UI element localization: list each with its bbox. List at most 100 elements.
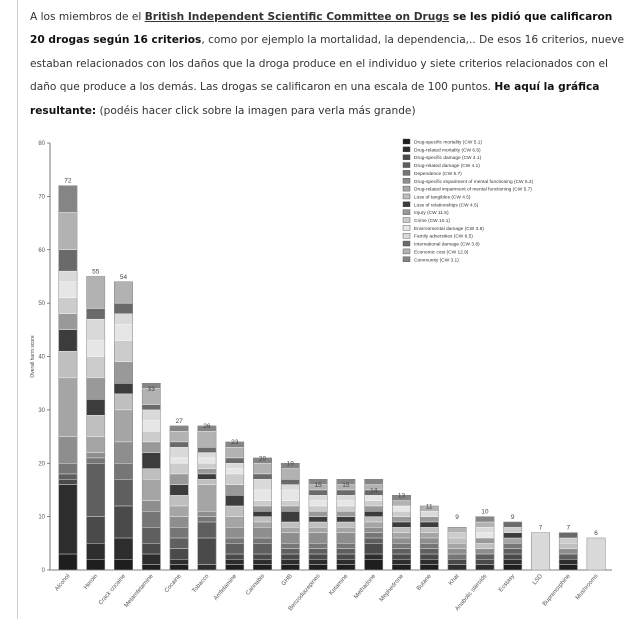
bar-segment <box>197 484 217 512</box>
bar-segment <box>364 511 384 517</box>
bar-total-label: 27 <box>175 418 183 425</box>
legend-swatch <box>402 256 411 262</box>
bar-segment <box>364 521 384 528</box>
bar-segment <box>58 377 78 437</box>
bar-segment <box>419 527 439 533</box>
legend-label: Injury (CW 11.5) <box>414 210 449 216</box>
bar-segment <box>253 564 272 571</box>
bar-segment <box>253 521 272 528</box>
legend-swatch <box>402 185 411 192</box>
bar-segment <box>114 463 133 480</box>
x-tick-label: Benzodiazepines <box>288 573 322 612</box>
bar-segment <box>197 521 217 539</box>
bar-segment <box>253 479 272 491</box>
bar-segment <box>141 553 161 565</box>
bar-segment <box>503 548 523 555</box>
bar-segment <box>447 564 467 571</box>
bar-segment <box>253 543 272 555</box>
bar-segment <box>447 532 467 539</box>
bar-segment <box>114 281 133 304</box>
bar-segment <box>280 479 300 485</box>
bar-segment <box>169 457 189 464</box>
bar-segment <box>197 537 217 565</box>
bar-total-label: 33 <box>148 386 156 393</box>
bar-segment <box>308 532 328 544</box>
bar-outline <box>169 425 189 571</box>
bar-outline <box>58 185 78 571</box>
y-tick-label: 40 <box>38 355 45 361</box>
bar-segment <box>392 548 411 555</box>
legend-label: Drug-specific damage (CW 4.1) <box>414 155 482 161</box>
bar-segment <box>280 505 300 512</box>
bar-segment <box>169 505 189 517</box>
bar-segment <box>169 463 189 475</box>
bar-segment <box>114 340 133 363</box>
bar-segment <box>169 431 189 443</box>
legend-label: Loss of relationships (CW 4.5) <box>414 202 479 208</box>
bar-total-label: 7 <box>566 525 570 532</box>
x-tick-label: Alcohol <box>54 573 71 592</box>
bar-segment <box>114 302 133 314</box>
bar-segment <box>197 473 217 480</box>
bar-segment <box>419 543 439 549</box>
bar-segment <box>503 521 523 528</box>
bar-total-label: 15 <box>314 482 322 489</box>
bar-segment <box>197 511 217 517</box>
bar-segment <box>364 559 384 571</box>
x-tick-label: LSD <box>532 573 545 586</box>
bar-segment <box>280 500 300 507</box>
bar-segment <box>225 473 245 485</box>
bar-segment <box>86 318 106 341</box>
bar-segment <box>558 537 578 544</box>
bar-segment <box>419 511 439 517</box>
bar-segment <box>58 436 78 464</box>
intro-text-5: He aquí la gráfica resultante: <box>30 81 600 117</box>
bar-total-label: 72 <box>64 178 72 185</box>
bar-segment <box>503 537 523 544</box>
bar-segment <box>253 463 272 475</box>
bar-segment <box>58 484 78 555</box>
bar-outline <box>308 479 328 571</box>
legend-label: Economic cost (CW 12.9) <box>414 249 469 255</box>
x-tick-label: Buprenorphine <box>542 573 572 608</box>
legend-label: Drug-related mortality (CW 6.6) <box>414 147 481 153</box>
bar-segment <box>197 479 217 485</box>
bar-segment <box>253 553 272 560</box>
legend-label: International damage (CW 3.8) <box>414 242 480 248</box>
bar-segment <box>336 511 356 517</box>
bar-segment <box>280 559 300 565</box>
bar-segment <box>419 521 439 528</box>
bar-segment <box>58 297 78 314</box>
bar-segment <box>280 521 300 528</box>
legend-swatch <box>402 138 411 145</box>
bar-segment <box>392 500 411 507</box>
bar-segment <box>392 564 411 571</box>
bar-segment <box>447 559 467 565</box>
bar-outline <box>419 505 439 571</box>
bar-segment <box>58 270 78 282</box>
x-tick-label: Anabolic steroids <box>454 573 488 612</box>
y-axis-label: Overall harm score <box>30 335 36 377</box>
bar-segment <box>364 479 384 485</box>
bar-segment <box>86 377 106 400</box>
legend-label: Environmental damage (CW 3.8) <box>414 226 484 232</box>
bar-segment <box>280 532 300 544</box>
bar-segment <box>280 468 300 480</box>
bar-segment <box>475 516 495 523</box>
x-tick-label: Mushrooms <box>575 573 600 601</box>
bar-segment <box>86 516 106 544</box>
bar-segment <box>197 463 217 469</box>
bar-segment <box>225 537 245 544</box>
bar-segment <box>280 484 300 491</box>
committee-link[interactable]: British Independent Scientific Committee… <box>144 11 450 23</box>
bar-segment <box>447 548 467 555</box>
legend-label: Drug-specific impairment of mental funct… <box>414 179 534 185</box>
bar-segment <box>336 505 356 512</box>
intro-text-4: , como por ejemplo la mortalidad, la dep… <box>30 34 625 94</box>
bar-segment <box>364 532 384 539</box>
bar-segment <box>58 212 78 250</box>
bar-segment <box>86 452 106 459</box>
bar-segment <box>86 399 106 416</box>
bar-total-label: 20 <box>259 455 267 462</box>
